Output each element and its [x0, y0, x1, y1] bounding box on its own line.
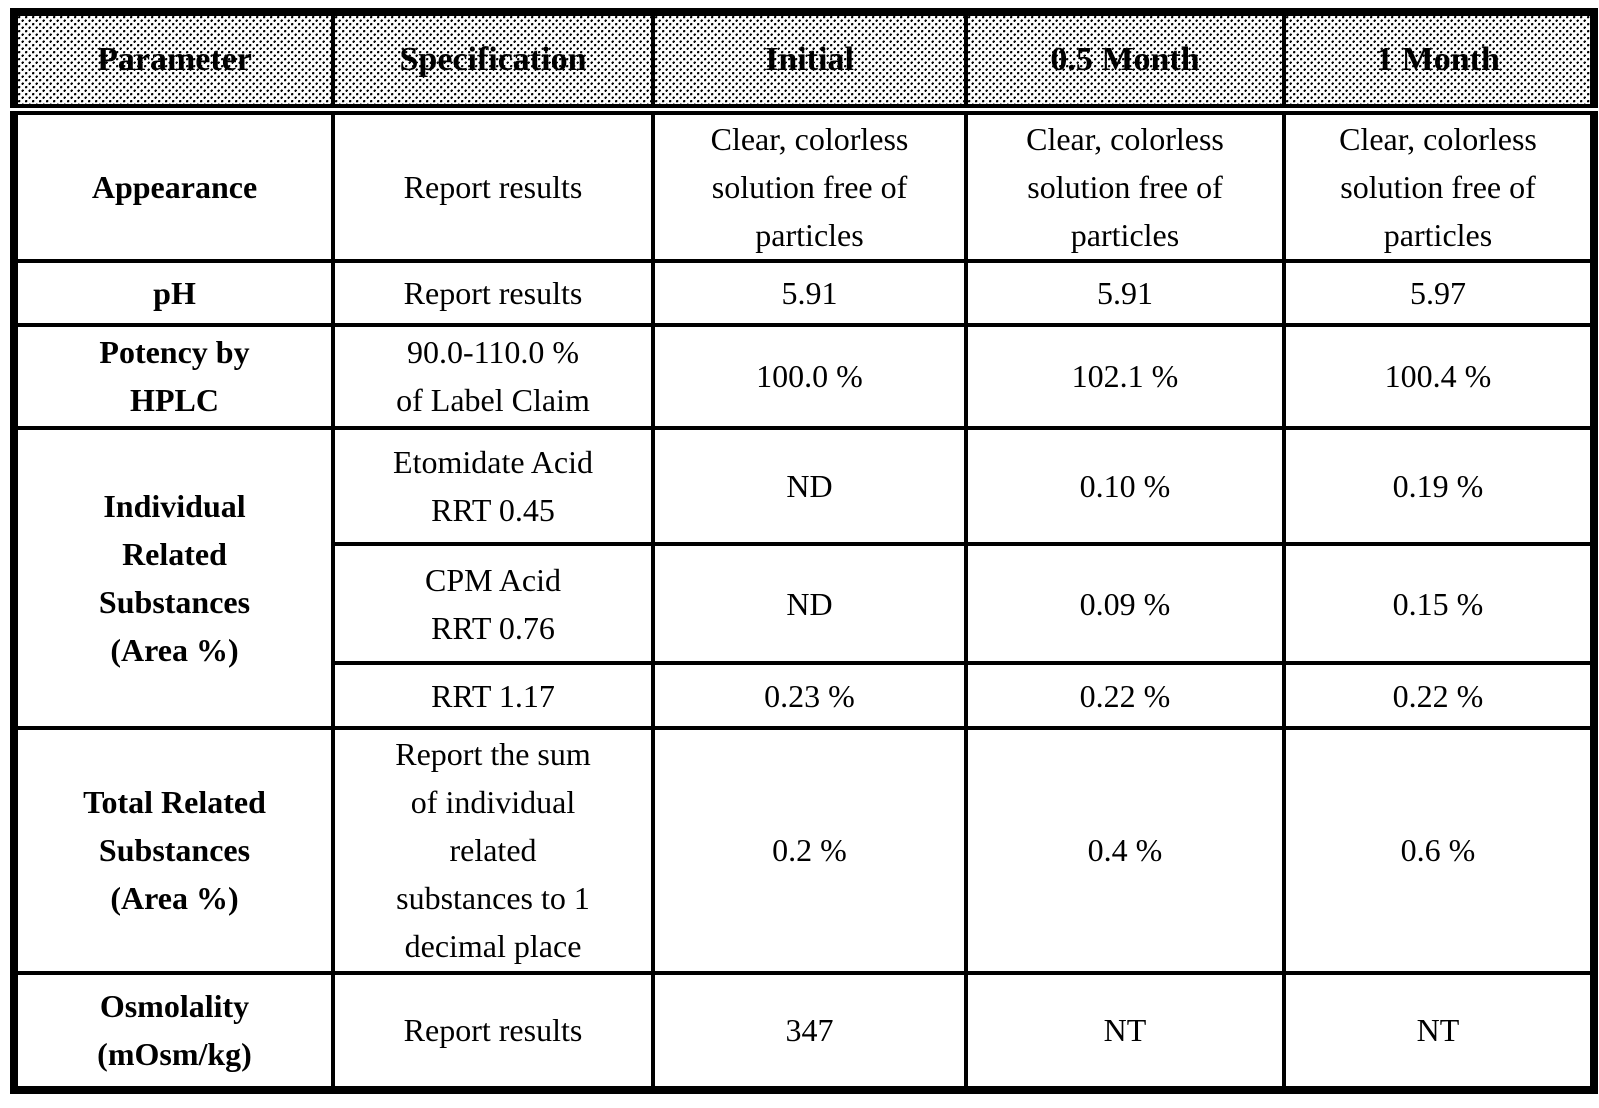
cell-cpm-one-month: 0.15 %	[1282, 542, 1596, 666]
cell-cpm-half-month: 0.09 %	[964, 542, 1286, 666]
cell-ph-specification: Report results	[331, 259, 655, 328]
cell-appearance-initial: Clear, colorless solution free of partic…	[651, 106, 968, 264]
cell-appearance-parameter: Appearance	[12, 106, 335, 264]
cell-rrt117-initial: 0.23 %	[651, 661, 968, 730]
row-individual-cpm: CPM Acid RRT 0.76 ND 0.09 % 0.15 %	[14, 542, 1596, 666]
stability-results-table: Parameter Specification Initial 0.5 Mont…	[10, 8, 1598, 1094]
cell-potency-initial: 100.0 %	[651, 323, 968, 430]
cell-potency-specification: 90.0-110.0 % of Label Claim	[331, 323, 655, 430]
header-half-month: 0.5 Month	[964, 10, 1286, 115]
header-one-month: 1 Month	[1282, 10, 1596, 115]
cell-etomidate-half-month: 0.10 %	[964, 425, 1286, 547]
cell-total-initial: 0.2 %	[651, 725, 968, 975]
cell-osmolality-one-month: NT	[1282, 970, 1596, 1093]
cell-total-one-month: 0.6 %	[1282, 725, 1596, 975]
cell-osmolality-initial: 347	[651, 970, 968, 1093]
header-initial: Initial	[651, 10, 968, 115]
cell-potency-parameter: Potency by HPLC	[12, 323, 335, 430]
cell-etomidate-one-month: 0.19 %	[1282, 425, 1596, 547]
cell-ph-parameter: pH	[12, 259, 335, 328]
cell-osmolality-half-month: NT	[964, 970, 1286, 1093]
cell-osmolality-specification: Report results	[331, 970, 655, 1093]
cell-ph-half-month: 5.91	[964, 259, 1286, 328]
cell-total-specification: Report the sum of individual related sub…	[331, 725, 655, 975]
cell-cpm-initial: ND	[651, 542, 968, 666]
row-total-related: Total Related Substances (Area %) Report…	[12, 725, 1596, 975]
row-individual-etomidate: Individual Related Substances (Area %) E…	[12, 425, 1596, 730]
cell-ph-initial: 5.91	[651, 259, 968, 328]
header-specification: Specification	[331, 10, 655, 115]
header-parameter: Parameter	[12, 10, 335, 115]
cell-rrt117-specification: RRT 1.17	[331, 661, 655, 730]
cell-potency-half-month: 102.1 %	[964, 323, 1286, 430]
cell-appearance-specification: Report results	[331, 106, 655, 264]
cell-appearance-one-month: Clear, colorless solution free of partic…	[1282, 106, 1596, 264]
cell-ph-one-month: 5.97	[1282, 259, 1596, 328]
cell-total-half-month: 0.4 %	[964, 725, 1286, 975]
cell-rrt117-half-month: 0.22 %	[964, 661, 1286, 730]
row-appearance: Appearance Report results Clear, colorle…	[12, 106, 1596, 264]
row-potency: Potency by HPLC 90.0-110.0 % of Label Cl…	[12, 323, 1596, 430]
row-individual-rrt117: RRT 1.17 0.23 % 0.22 % 0.22 %	[14, 661, 1596, 730]
row-ph: pH Report results 5.91 5.91 5.97	[12, 259, 1596, 328]
cell-etomidate-initial: ND	[651, 425, 968, 547]
row-osmolality: Osmolality (mOsm/kg) Report results 347 …	[12, 970, 1596, 1093]
cell-potency-one-month: 100.4 %	[1282, 323, 1596, 430]
cell-appearance-half-month: Clear, colorless solution free of partic…	[964, 106, 1286, 264]
cell-cpm-specification: CPM Acid RRT 0.76	[331, 542, 655, 666]
header-row: Parameter Specification Initial 0.5 Mont…	[12, 10, 1596, 115]
cell-total-parameter: Total Related Substances (Area %)	[12, 725, 335, 975]
cell-individual-parameter: Individual Related Substances (Area %)	[12, 425, 335, 730]
cell-etomidate-specification: Etomidate Acid RRT 0.45	[331, 425, 655, 547]
cell-osmolality-parameter: Osmolality (mOsm/kg)	[12, 970, 335, 1093]
cell-rrt117-one-month: 0.22 %	[1282, 661, 1596, 730]
